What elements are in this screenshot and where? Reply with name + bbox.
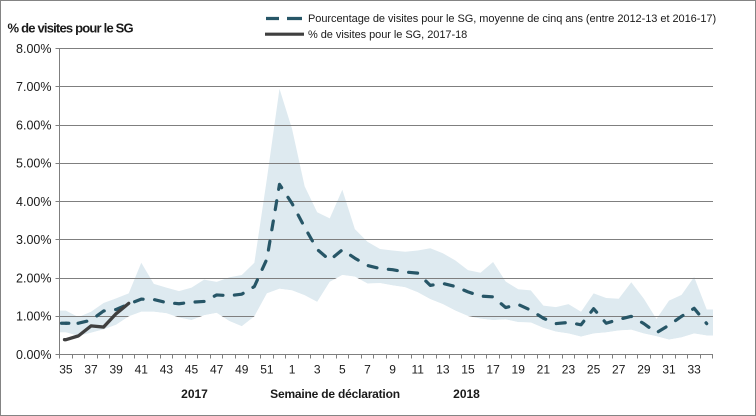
svg-text:4.00%: 4.00% xyxy=(16,195,51,209)
svg-text:33: 33 xyxy=(687,363,701,377)
svg-text:35: 35 xyxy=(59,363,73,377)
svg-text:17: 17 xyxy=(486,363,500,377)
svg-text:47: 47 xyxy=(210,363,224,377)
svg-text:3.00%: 3.00% xyxy=(16,233,51,247)
svg-text:% de visites pour le SG, 2017-: % de visites pour le SG, 2017-18 xyxy=(308,29,467,41)
svg-text:49: 49 xyxy=(235,363,249,377)
svg-text:7.00%: 7.00% xyxy=(16,80,51,94)
svg-text:9: 9 xyxy=(389,363,396,377)
svg-text:Pourcentage de visites pour le: Pourcentage de visites pour le SG, moyen… xyxy=(308,13,716,25)
svg-text:5: 5 xyxy=(339,363,346,377)
svg-text:39: 39 xyxy=(109,363,123,377)
svg-text:51: 51 xyxy=(260,363,274,377)
svg-text:2017: 2017 xyxy=(181,387,208,401)
svg-text:41: 41 xyxy=(135,363,149,377)
svg-text:23: 23 xyxy=(562,363,576,377)
svg-text:1.00%: 1.00% xyxy=(16,310,51,324)
svg-text:8.00%: 8.00% xyxy=(16,42,51,56)
svg-text:11: 11 xyxy=(411,363,424,377)
svg-text:15: 15 xyxy=(461,363,475,377)
svg-text:3: 3 xyxy=(314,363,321,377)
svg-text:0.00%: 0.00% xyxy=(16,348,51,362)
svg-text:1: 1 xyxy=(289,363,296,377)
svg-text:13: 13 xyxy=(436,363,450,377)
svg-text:27: 27 xyxy=(612,363,626,377)
svg-text:2018: 2018 xyxy=(453,387,480,401)
svg-text:37: 37 xyxy=(84,363,98,377)
svg-text:5.00%: 5.00% xyxy=(16,157,51,171)
svg-text:19: 19 xyxy=(512,363,526,377)
svg-text:45: 45 xyxy=(185,363,199,377)
svg-text:29: 29 xyxy=(637,363,651,377)
svg-text:43: 43 xyxy=(160,363,174,377)
svg-text:31: 31 xyxy=(662,363,676,377)
svg-text:7: 7 xyxy=(364,363,371,377)
svg-text:% de visites pour le SG: % de visites pour le SG xyxy=(8,21,134,36)
svg-text:25: 25 xyxy=(587,363,601,377)
svg-text:Semaine de déclaration: Semaine de déclaration xyxy=(270,387,400,401)
svg-text:21: 21 xyxy=(537,363,551,377)
svg-text:2.00%: 2.00% xyxy=(16,271,51,285)
svg-text:6.00%: 6.00% xyxy=(16,118,51,132)
